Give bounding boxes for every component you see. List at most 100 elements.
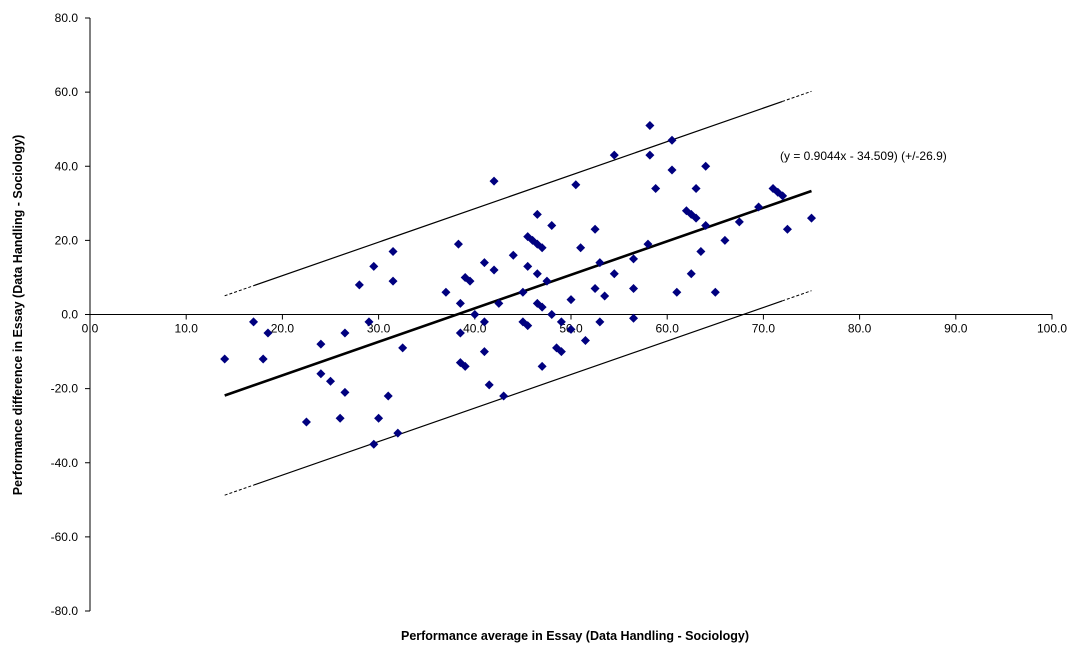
x-tick-label: 40.0 — [463, 322, 487, 336]
lower-bound-line-start-dashed — [224, 484, 255, 496]
data-point — [523, 261, 533, 271]
y-tick-label: -60.0 — [51, 530, 79, 544]
data-point — [686, 269, 696, 279]
data-point — [696, 246, 706, 256]
data-point — [547, 221, 557, 231]
data-point — [460, 361, 470, 371]
data-point — [609, 150, 619, 160]
y-axis-title: Performance difference in Essay (Data Ha… — [11, 135, 25, 496]
x-tick-label: 100.0 — [1037, 322, 1067, 336]
data-point — [672, 287, 682, 297]
data-point — [455, 328, 465, 338]
data-point — [479, 317, 489, 327]
data-point — [590, 224, 600, 234]
lower-bound-line-end-dashed — [781, 290, 812, 302]
data-point — [782, 224, 792, 234]
data-point — [667, 135, 677, 145]
data-point — [335, 413, 345, 423]
data-point — [470, 310, 480, 319]
data-point — [720, 235, 730, 245]
data-point — [508, 250, 518, 260]
y-tick-label: 60.0 — [55, 85, 79, 99]
regression-lines — [224, 90, 812, 496]
data-point — [484, 380, 494, 390]
x-tick-label: 70.0 — [752, 322, 776, 336]
data-point — [388, 246, 398, 256]
upper-bound-line-end-dashed — [781, 90, 812, 103]
x-tick-label: 20.0 — [271, 322, 295, 336]
data-point — [441, 287, 451, 297]
data-point — [258, 354, 268, 364]
y-tick-label: -20.0 — [51, 382, 79, 396]
data-point — [595, 317, 605, 327]
data-point — [710, 287, 720, 297]
data-point — [523, 321, 533, 331]
lower-bound-line — [253, 300, 783, 486]
data-point — [316, 369, 326, 379]
data-point — [542, 276, 552, 286]
data-point — [609, 269, 619, 279]
data-point — [249, 317, 259, 327]
upper-bound-line — [253, 100, 783, 287]
x-tick-label: 10.0 — [175, 322, 199, 336]
data-point — [576, 243, 586, 253]
data-point — [340, 328, 350, 338]
regression-annotation: (y = 0.9044x - 34.509) (+/-26.9) — [780, 149, 947, 163]
data-point — [643, 239, 653, 249]
y-tick-label: 80.0 — [55, 11, 79, 25]
data-point — [645, 120, 655, 130]
data-point — [364, 317, 374, 327]
x-axis-ticks: 0.010.020.030.040.050.060.070.080.090.01… — [82, 314, 1067, 336]
data-point — [754, 202, 764, 212]
data-point — [651, 183, 661, 193]
data-point — [691, 183, 701, 193]
data-point — [691, 213, 701, 223]
data-point — [383, 391, 393, 401]
data-point — [667, 165, 677, 175]
data-point — [518, 287, 528, 297]
data-point — [600, 291, 610, 301]
data-point — [595, 258, 605, 268]
data-point — [369, 439, 379, 449]
data-points — [220, 120, 816, 449]
data-point — [645, 150, 655, 160]
data-point — [340, 387, 350, 397]
data-point — [537, 243, 547, 253]
data-point — [489, 176, 499, 186]
data-point — [326, 376, 335, 386]
y-tick-label: -80.0 — [51, 604, 79, 618]
x-tick-label: 0.0 — [82, 322, 99, 336]
data-point — [532, 209, 542, 219]
upper-bound-line-start-dashed — [224, 285, 255, 297]
data-point — [354, 280, 364, 290]
data-point — [571, 180, 581, 190]
data-point — [301, 417, 311, 427]
y-tick-label: 0.0 — [61, 308, 78, 322]
data-point — [556, 347, 566, 357]
data-point — [629, 284, 639, 294]
data-point — [537, 361, 547, 371]
data-point — [629, 254, 639, 264]
data-point — [566, 295, 576, 305]
regression-line — [224, 189, 812, 397]
data-point — [263, 328, 273, 338]
data-point — [807, 213, 816, 223]
data-point — [701, 161, 711, 171]
data-point — [374, 413, 384, 423]
data-point — [479, 347, 489, 357]
data-point — [590, 284, 600, 294]
data-point — [316, 339, 326, 349]
x-tick-label: 90.0 — [944, 322, 968, 336]
x-tick-label: 60.0 — [656, 322, 680, 336]
data-point — [547, 310, 557, 319]
data-point — [532, 269, 542, 279]
data-point — [566, 324, 576, 334]
y-tick-label: -40.0 — [51, 456, 79, 470]
data-point — [499, 391, 509, 401]
data-point — [388, 276, 398, 286]
data-point — [734, 217, 744, 227]
data-point — [494, 298, 504, 308]
data-point — [369, 261, 379, 271]
data-point — [220, 354, 230, 364]
